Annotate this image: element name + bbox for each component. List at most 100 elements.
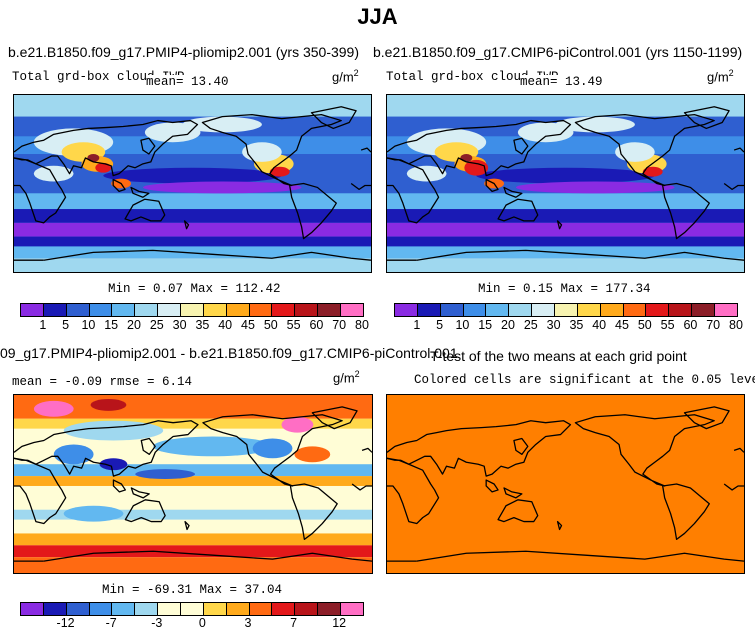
colorbar-swatch: [486, 304, 510, 316]
panel2-colorbar: [394, 303, 738, 317]
panel3-title: 09_g17.PMIP4-pliomip2.001 - b.e21.B1850.…: [0, 345, 458, 361]
colorbar-swatch: [135, 304, 159, 316]
panel1-minmax: Min = 0.07 Max = 112.42: [108, 282, 281, 296]
colorbar-tick-label: -7: [105, 616, 117, 630]
colorbar-swatch: [463, 304, 487, 316]
colorbar-swatch: [21, 304, 44, 316]
colorbar-swatch: [318, 304, 342, 316]
panel2-variable-label: Total grd-box cloud IWP: [386, 70, 559, 84]
coastline-segment: [310, 106, 357, 130]
coastline-segment: [574, 114, 715, 187]
difference-field: [14, 395, 372, 573]
colorbar-swatch: [135, 603, 159, 615]
colorbar-tick-label: 55: [286, 318, 301, 332]
colorbar-tick-label: -3: [151, 616, 163, 630]
coastline-segment: [662, 483, 710, 541]
coastline-segment: [683, 106, 730, 130]
colorbar-swatch: [226, 603, 250, 615]
field-blob: [252, 438, 293, 459]
colorbar-swatch: [272, 603, 296, 615]
colorbar-swatch: [509, 304, 533, 316]
coastline-segment: [311, 406, 358, 430]
coastline-segment: [662, 182, 710, 240]
colorbar-tick-label: 40: [218, 318, 233, 332]
field-band: [387, 209, 744, 223]
cloud-iwp-field: [14, 95, 371, 272]
coastline-segment: [503, 186, 523, 198]
colorbar-tick-label: 15: [478, 318, 493, 332]
field-blob: [294, 446, 331, 463]
colorbar-swatch: [341, 603, 363, 615]
field-blob: [33, 400, 74, 417]
field-blob: [182, 116, 262, 133]
coastline-segment: [503, 487, 523, 499]
colorbar-swatch: [203, 304, 227, 316]
field-blob: [95, 162, 112, 173]
colorbar-tick-label: 55: [660, 318, 675, 332]
colorbar-tick-label: 25: [523, 318, 538, 332]
field-blob: [242, 142, 282, 162]
coastline-segment: [140, 437, 156, 455]
colorbar-swatch: [66, 304, 90, 316]
colorbar-swatch: [341, 304, 363, 316]
panel2-map: [386, 94, 745, 273]
colorbar-swatch: [158, 304, 182, 316]
colorbar-swatch: [66, 603, 90, 615]
field-band: [387, 95, 744, 117]
colorbar-swatch: [89, 304, 113, 316]
panel3-units: g/m2: [333, 369, 360, 386]
coastline-segment: [130, 487, 150, 499]
field-band: [14, 533, 372, 546]
panel2-units: g/m2: [707, 68, 734, 85]
field-band: [387, 246, 744, 259]
field-blob: [464, 159, 489, 176]
colorbar-swatch: [272, 304, 296, 316]
coastline-segment: [361, 447, 372, 453]
coastline-segment: [733, 147, 744, 153]
colorbar-swatch: [181, 603, 204, 615]
field-band: [14, 258, 371, 272]
colorbar-tick-label: 40: [592, 318, 607, 332]
colorbar-swatch: [623, 304, 647, 316]
cloud-iwp-field: [387, 95, 744, 272]
field-blob: [460, 154, 473, 162]
colorbar-tick-label: 0: [198, 616, 206, 630]
field-blob: [281, 416, 314, 433]
field-band: [387, 236, 744, 247]
panel4-map: [386, 394, 745, 574]
colorbar-tick-label: 30: [546, 318, 561, 332]
field-band: [14, 246, 371, 259]
coastline-segment: [497, 198, 539, 222]
coastline-segment: [485, 479, 499, 493]
colorbar-swatch: [600, 304, 624, 316]
colorbar-tick-label: 15: [104, 318, 119, 332]
field-blob: [53, 444, 94, 465]
colorbar-swatch: [395, 304, 418, 316]
field-band: [14, 209, 371, 223]
coastline-segment: [350, 182, 371, 191]
coastline-segment: [683, 406, 730, 430]
coastline-segment: [513, 437, 529, 455]
coastline-segment: [289, 483, 338, 541]
coastline-segment: [183, 220, 190, 230]
colorbar-swatch: [158, 603, 182, 615]
coastline: [387, 406, 744, 562]
field-band: [14, 545, 372, 558]
field-band: [14, 222, 371, 237]
colorbar-tick-label: 12: [332, 616, 347, 630]
field-band: [14, 193, 371, 210]
panel1-mean: mean= 13.40: [146, 75, 229, 89]
panel1-title: b.e21.B1850.f09_g17.PMIP4-pliomip2.001 (…: [8, 44, 359, 60]
field-band: [14, 557, 372, 573]
colorbar-swatch: [555, 304, 578, 316]
colorbar-swatch: [715, 304, 737, 316]
coastline-segment: [387, 457, 440, 525]
colorbar-swatch: [417, 304, 441, 316]
colorbar-tick-label: 20: [501, 318, 515, 332]
colorbar-tick-label: 80: [729, 318, 743, 332]
colorbar-tick-label: 60: [309, 318, 324, 332]
colorbar-swatch: [318, 603, 342, 615]
colorbar-tick-label: 25: [149, 318, 164, 332]
coastline-segment: [130, 186, 150, 198]
colorbar-tick-label: 30: [172, 318, 187, 332]
